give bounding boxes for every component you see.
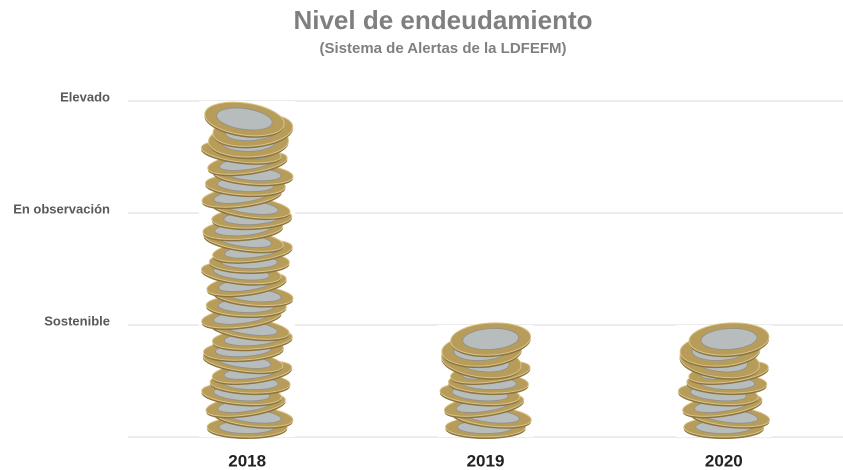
coin-center xyxy=(216,107,273,131)
y-tick-label: Elevado xyxy=(60,89,110,104)
chart-subtitle: (Sistema de Alertas de la LDFEFM) xyxy=(319,40,566,57)
x-tick-label: 2020 xyxy=(705,451,743,470)
bar xyxy=(437,322,534,439)
coin-center xyxy=(700,328,758,350)
coin-center xyxy=(462,328,520,350)
coin xyxy=(450,322,532,358)
coin xyxy=(204,101,285,138)
coin xyxy=(688,322,770,358)
x-tick-label: 2019 xyxy=(467,451,505,470)
y-tick-label: Sostenible xyxy=(44,313,110,328)
y-tick-label: En observación xyxy=(13,201,110,216)
bar xyxy=(675,322,772,439)
bar xyxy=(199,101,296,439)
x-tick-label: 2018 xyxy=(228,451,266,470)
chart-title: Nivel de endeudamiento xyxy=(293,5,592,35)
